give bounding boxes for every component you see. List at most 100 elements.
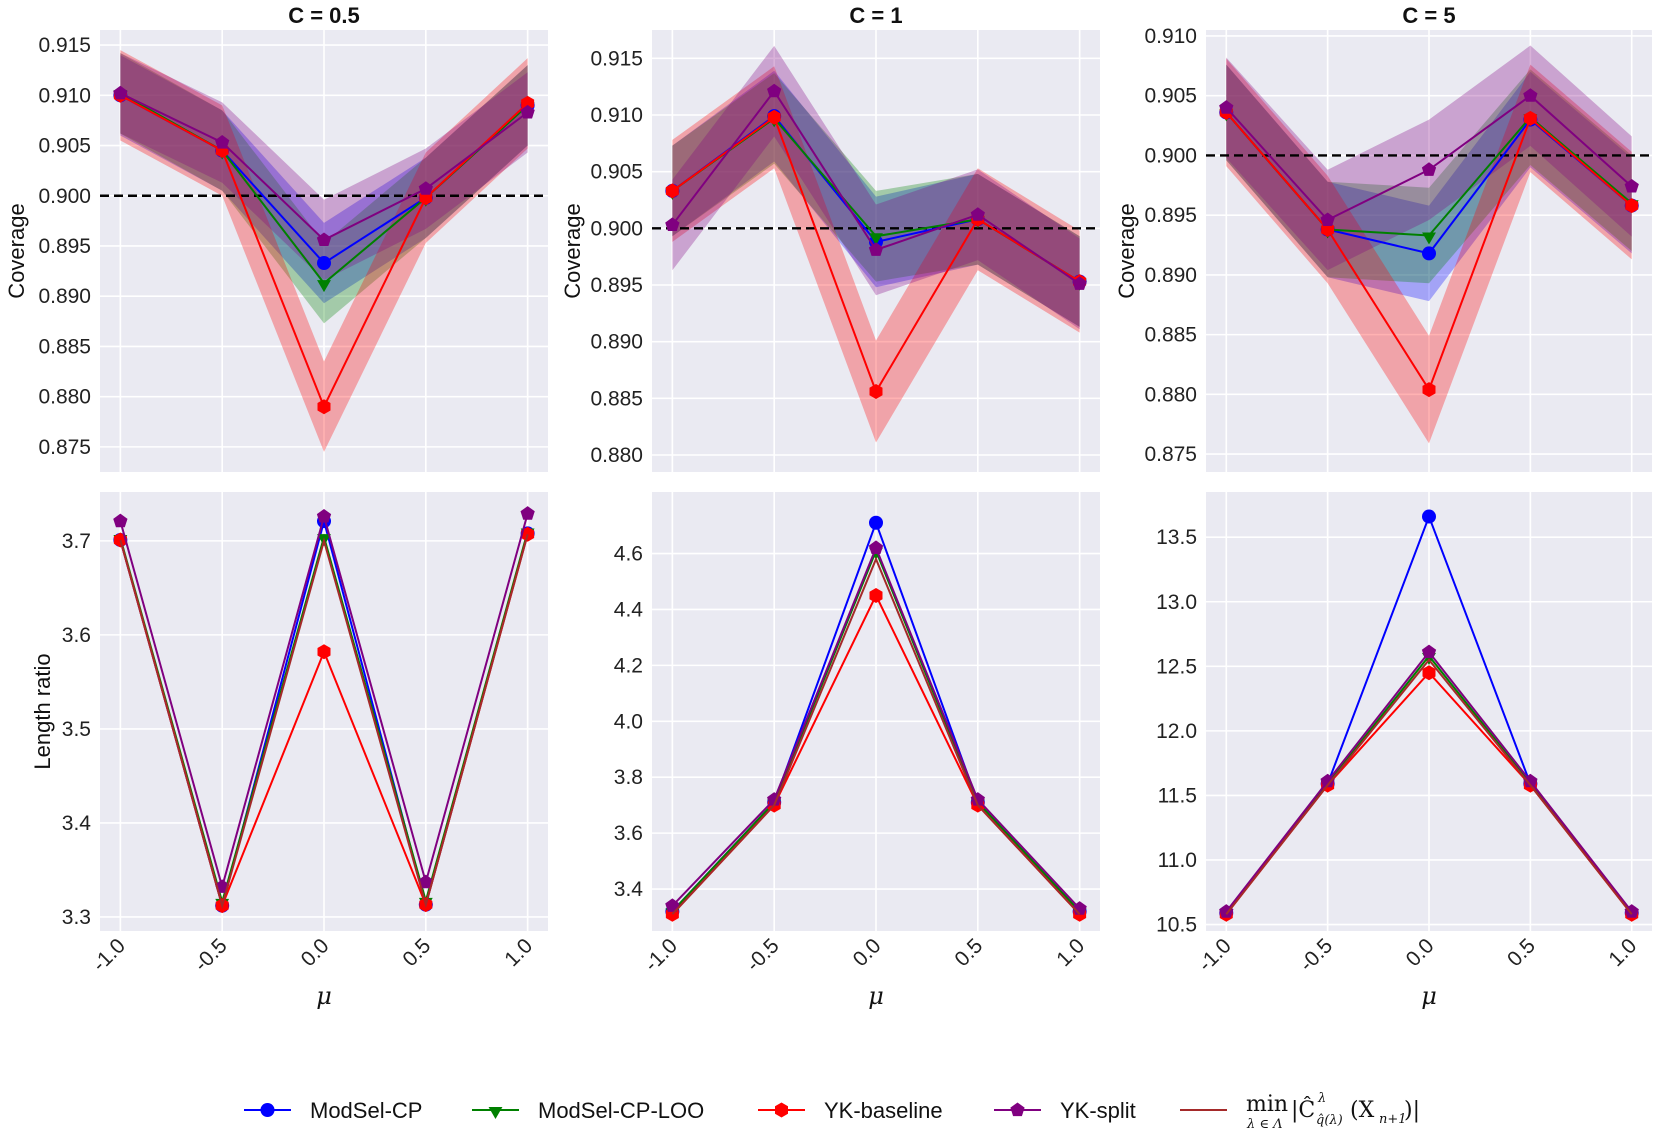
legend-marker xyxy=(260,1103,275,1117)
data-point xyxy=(1320,773,1335,788)
legend-label: YK-split xyxy=(1060,1098,1136,1123)
series-line xyxy=(1225,658,1633,915)
data-point xyxy=(869,233,883,246)
y-tick-label: 3.3 xyxy=(62,906,91,929)
data-point xyxy=(665,217,680,231)
x-tick-label: 1.0 xyxy=(1052,934,1089,971)
x-tick-label: 1.0 xyxy=(500,934,537,971)
x-axis-label: μ xyxy=(1421,982,1437,1010)
data-point xyxy=(869,515,883,530)
chart-panel: 0.880 0.885 0.890 0.895 0.900 0.905 0.910 0.915… xyxy=(560,3,1100,472)
data-point xyxy=(868,242,884,256)
legend-label-subscript-q: q̂(λ) xyxy=(1316,1113,1343,1128)
legend-label-tail: (X xyxy=(1350,1098,1375,1123)
data-point xyxy=(418,181,433,195)
y-tick-label: 4.4 xyxy=(614,598,644,621)
data-point xyxy=(1523,88,1538,102)
plot-series xyxy=(1206,45,1652,444)
series-line xyxy=(119,534,529,910)
x-tick-label: 0.5 xyxy=(398,934,435,971)
legend-label: YK-baseline xyxy=(824,1098,943,1123)
x-tick-label: 0.0 xyxy=(297,934,334,971)
confidence-band xyxy=(120,53,528,324)
y-tick-label: 0.880 xyxy=(590,444,643,467)
y-tick-label: 0.880 xyxy=(38,386,91,409)
x-tick-label: -1.0 xyxy=(640,934,682,976)
data-point xyxy=(317,280,331,293)
x-tick-label: -0.5 xyxy=(742,934,784,976)
y-tick-label: 4.0 xyxy=(614,710,643,733)
y-tick-label: 0.900 xyxy=(38,185,91,208)
y-tick-label: 0.905 xyxy=(1144,85,1197,108)
y-tick-label: 0.885 xyxy=(1144,324,1197,347)
plot-series xyxy=(100,50,548,452)
data-point xyxy=(1219,100,1234,114)
y-tick-label: 3.7 xyxy=(62,530,91,553)
data-point xyxy=(665,183,679,199)
y-tick-label: 0.890 xyxy=(590,331,643,354)
confidence-band xyxy=(672,70,1080,327)
data-point xyxy=(1320,212,1335,227)
y-tick-label: 4.2 xyxy=(614,654,643,677)
data-point xyxy=(869,384,883,400)
legend-label-subscript-n: n+1 xyxy=(1379,1112,1407,1127)
legend-entry-yk: YK-baseline xyxy=(758,1098,943,1123)
data-point xyxy=(1422,232,1436,245)
y-tick-label: 0.875 xyxy=(38,436,91,459)
data-point xyxy=(767,109,781,125)
data-point xyxy=(113,85,128,100)
data-point xyxy=(868,540,884,554)
chart-panel: 0.875 0.880 0.885 0.890 0.895 0.900 0.905 0.910… xyxy=(1114,3,1652,472)
y-axis-label: Coverage xyxy=(1114,203,1139,298)
data-point xyxy=(1421,162,1437,176)
data-point xyxy=(113,513,128,528)
data-point xyxy=(316,232,332,247)
data-point xyxy=(767,83,782,98)
chart-title: C = 5 xyxy=(1402,3,1455,28)
data-point xyxy=(869,587,883,603)
confidence-band xyxy=(120,53,528,281)
y-tick-label: 13.0 xyxy=(1156,591,1197,614)
data-point xyxy=(1523,773,1538,788)
data-point xyxy=(520,506,535,520)
y-tick-label: 0.885 xyxy=(38,335,91,358)
data-point xyxy=(317,644,331,660)
y-tick-label: 3.8 xyxy=(614,766,643,789)
data-point xyxy=(317,399,331,415)
data-point xyxy=(316,508,332,523)
plot-series xyxy=(113,506,535,914)
y-tick-label: 12.0 xyxy=(1156,720,1197,743)
y-tick-label: 0.895 xyxy=(1144,204,1197,227)
plot-series xyxy=(1219,509,1639,922)
legend-entry-loo: ModSel-CP-LOO xyxy=(472,1098,704,1123)
data-point xyxy=(1421,644,1437,659)
data-point xyxy=(215,135,230,149)
legend-entry-split: YK-split xyxy=(994,1098,1136,1123)
data-point xyxy=(1624,904,1639,918)
legend-label-body: |Ĉ xyxy=(1291,1096,1315,1123)
chart-panel: 3.3 3.4 3.5 3.6 3.7 Length ratio -1.0 -0.5 0.0 0.… xyxy=(30,492,548,1010)
x-axis-label: μ xyxy=(868,982,884,1010)
y-tick-label: 3.5 xyxy=(62,718,91,741)
x-tick-label: 0.0 xyxy=(849,934,886,971)
legend-label-subscript: λ ∈ Λ xyxy=(1246,1117,1283,1132)
y-tick-label: 0.880 xyxy=(1144,383,1197,406)
series-line xyxy=(671,556,1081,915)
legend: ModSel-CP ModSel-CP-LOO YK-baseline YK-spli… xyxy=(244,1091,1420,1132)
y-tick-label: 4.6 xyxy=(614,543,643,566)
y-tick-label: 3.4 xyxy=(62,812,92,835)
confidence-band xyxy=(120,55,528,304)
y-axis-label: Coverage xyxy=(560,203,585,298)
legend-label-min: min xyxy=(1246,1092,1288,1117)
data-point xyxy=(1219,904,1234,918)
data-point xyxy=(1523,110,1537,126)
chart-panel: 10.5 11.0 11.5 12.0 12.5 13.0 13.5 -1.0 -0.5 0.0 0… xyxy=(1156,492,1652,1010)
x-tick-label: 0.0 xyxy=(1402,934,1439,971)
legend-marker xyxy=(1010,1102,1025,1117)
data-point xyxy=(521,95,535,111)
y-tick-label: 13.5 xyxy=(1156,526,1197,549)
legend-label-superscript: λ xyxy=(1317,1091,1326,1106)
y-tick-label: 3.4 xyxy=(614,878,644,901)
y-tick-label: 3.6 xyxy=(614,822,643,845)
